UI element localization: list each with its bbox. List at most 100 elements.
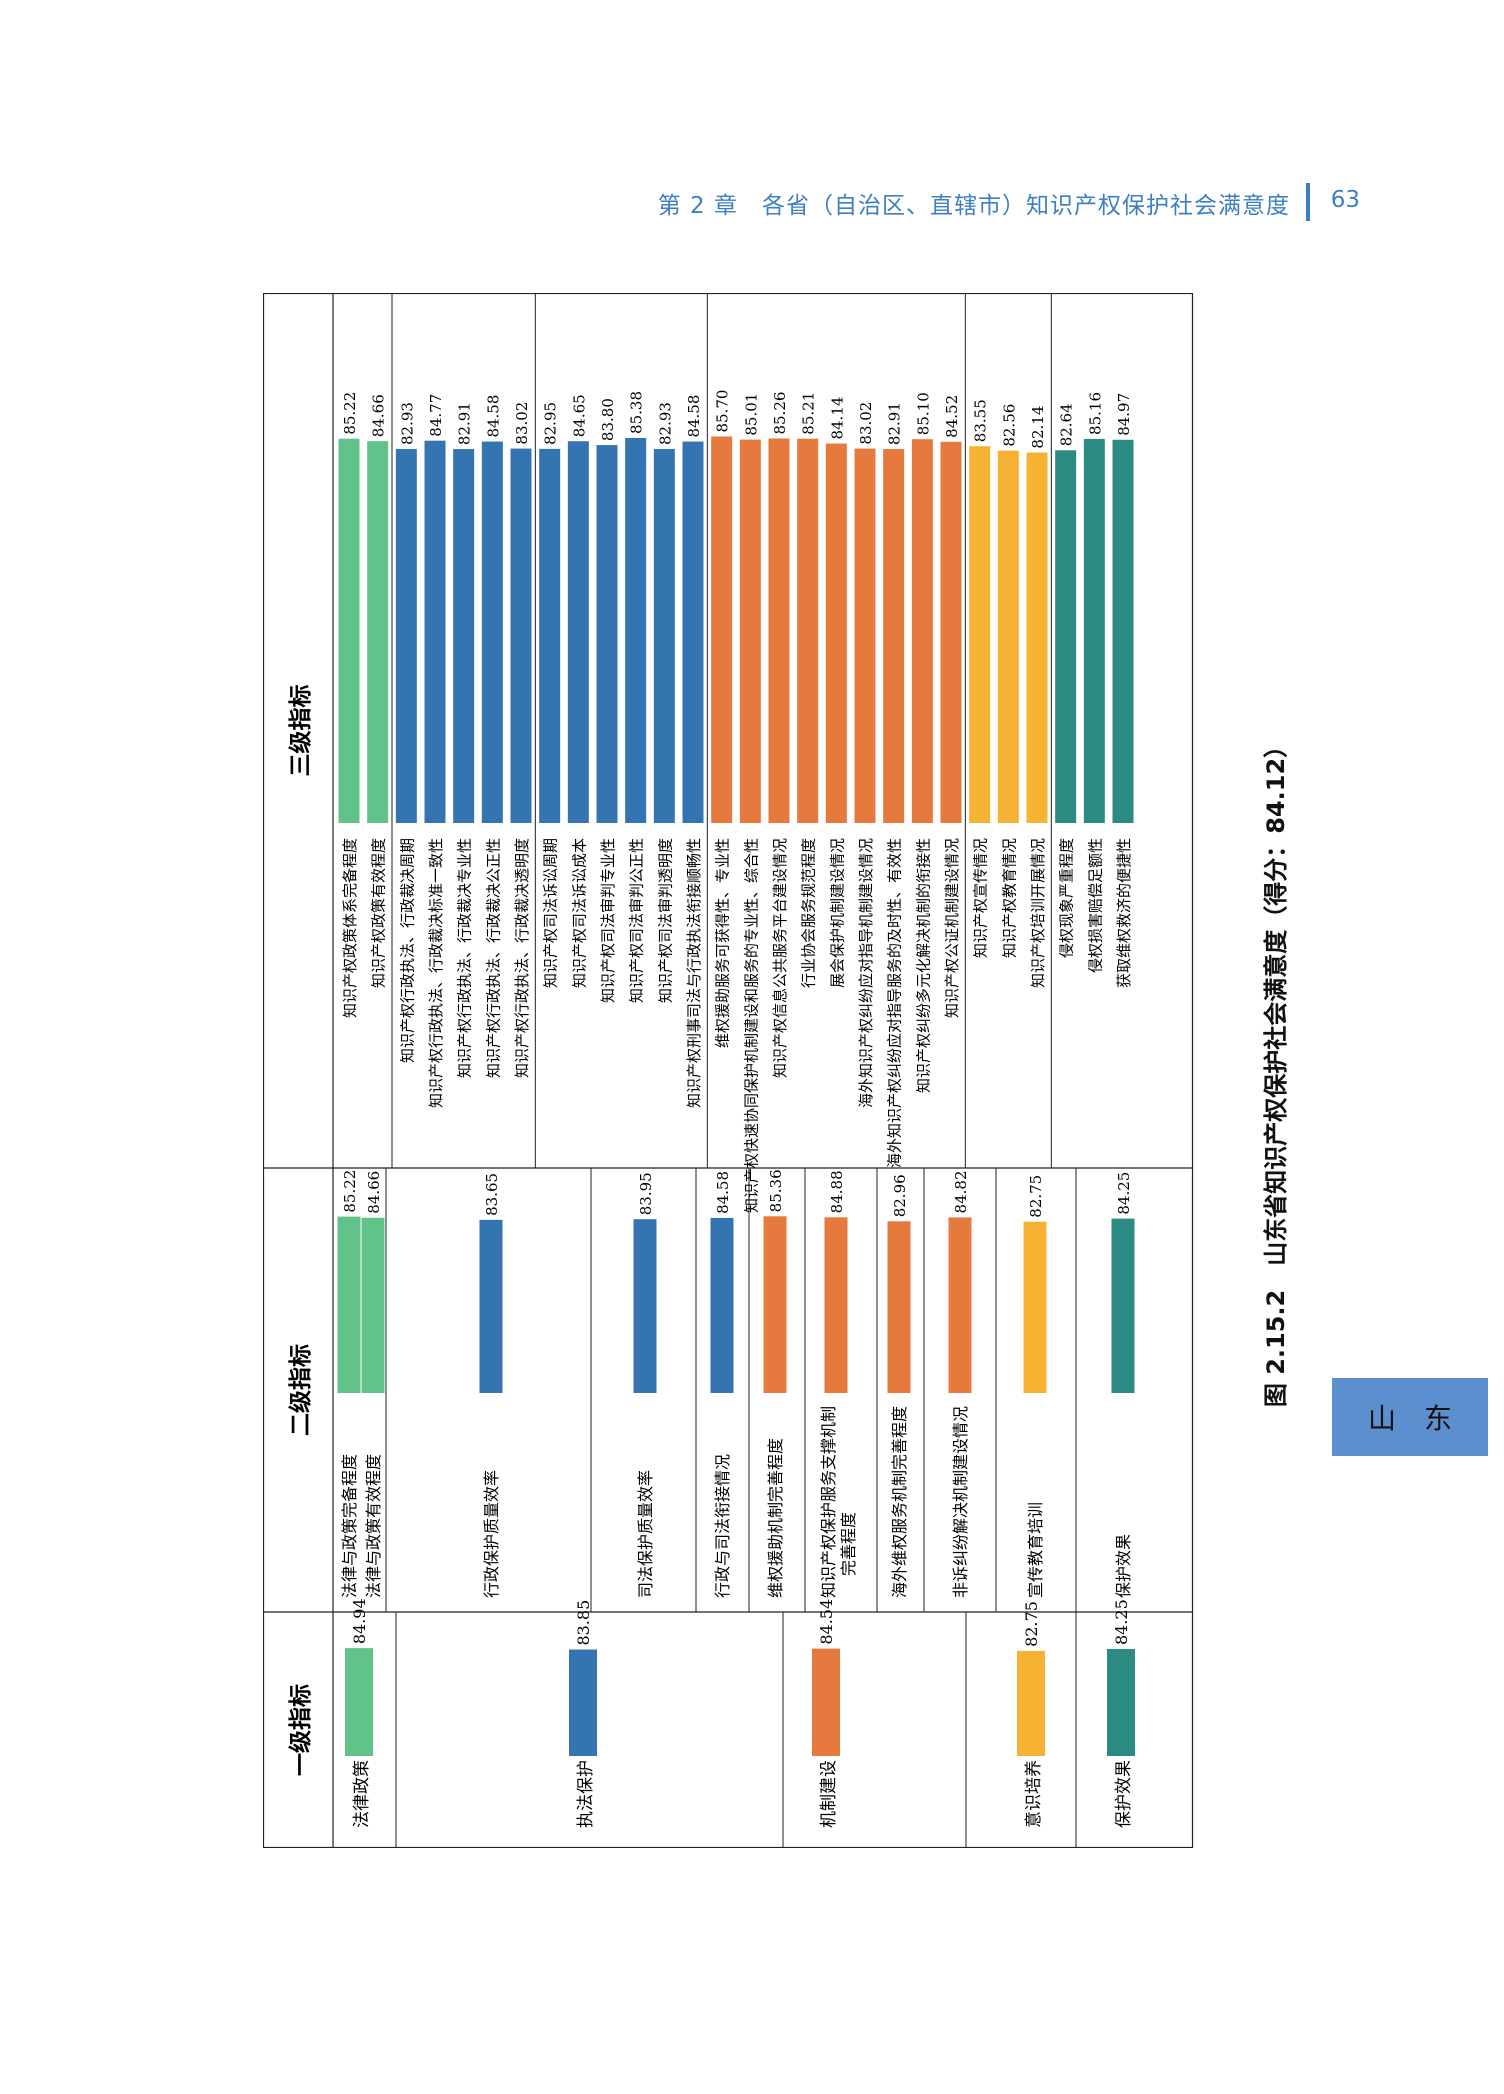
l3-value-16: 85.21 (800, 392, 818, 435)
l2-value-5: 85.36 (767, 1169, 785, 1212)
l3-value-23: 82.56 (1000, 404, 1018, 447)
l3-bar-23 (997, 450, 1019, 823)
l3-label-2: 知识产权行政执法、行政裁决周期 (398, 838, 416, 1063)
l2-label-9: 宣传教育培训 (1026, 1502, 1045, 1598)
l3-label-6: 知识产权行政执法、行政裁决透明度 (513, 838, 531, 1078)
l3-value-12: 84.58 (685, 395, 703, 438)
l2-bar-5 (763, 1216, 787, 1393)
l3-bar-8 (567, 441, 589, 823)
rotated-figure: 一级指标 二级指标 三级指标 法律政策 84.94 执法保护 83.85 机制建设 84.54 意… (262, 292, 1290, 1849)
l2-bar-9 (1023, 1221, 1047, 1393)
l3-bar-4 (453, 449, 475, 823)
l3-value-25: 82.64 (1058, 403, 1076, 446)
l3-bar-3 (424, 440, 446, 823)
l3-bar-6 (510, 448, 532, 823)
l3-value-11: 82.93 (656, 402, 674, 445)
l2-bar-4 (710, 1217, 734, 1393)
l2-value-9: 82.75 (1027, 1175, 1045, 1218)
l3-label-14: 知识产权快速协同保护机制建设和服务的专业性、综合性 (742, 838, 760, 1213)
l3-label-24: 知识产权培训开展情况 (1029, 838, 1047, 988)
l1-bar-0 (345, 1648, 373, 1756)
l3-value-18: 83.02 (857, 402, 875, 445)
l2-label-5: 维权援助机制完善程度 (766, 1438, 785, 1598)
l3-bar-15 (768, 438, 790, 823)
l3-label-5: 知识产权行政执法、行政裁决公正性 (484, 838, 502, 1078)
panel-title-0: 一级指标 (287, 1684, 314, 1776)
l3-bar-16 (797, 438, 819, 823)
l3-bar-25 (1055, 450, 1077, 823)
l2-label-1: 法律与政策有效程度 (364, 1454, 383, 1598)
l3-value-14: 85.01 (742, 393, 760, 436)
l2-value-4: 84.58 (714, 1171, 732, 1214)
l3-value-5: 84.58 (484, 395, 502, 438)
l3-bar-0 (338, 438, 360, 823)
l3-bar-24 (1026, 452, 1048, 823)
l3-value-7: 82.95 (542, 402, 560, 445)
l2-value-10: 84.25 (1115, 1172, 1133, 1215)
l2-bar-10 (1111, 1218, 1135, 1393)
l3-bar-2 (395, 448, 417, 823)
l3-value-6: 83.02 (513, 402, 531, 445)
l3-label-0: 知识产权政策体系完备程度 (341, 838, 359, 1018)
l3-bar-13 (711, 436, 733, 823)
chart-frame (262, 292, 1194, 1849)
l1-value-0: 84.94 (350, 1598, 369, 1644)
l2-bar-2 (479, 1219, 503, 1393)
l3-value-1: 84.66 (370, 394, 388, 437)
l3-label-10: 知识产权司法审判公正性 (628, 838, 646, 1003)
l3-bar-1 (367, 441, 389, 823)
l3-value-20: 85.10 (914, 392, 932, 435)
l3-value-27: 84.97 (1115, 393, 1133, 436)
l2-bar-0 (337, 1216, 361, 1393)
l3-value-19: 82.91 (886, 402, 904, 445)
l2-label-2: 行政保护质量效率 (482, 1470, 501, 1598)
l3-label-20: 知识产权纠纷多元化解决机制的衔接性 (914, 838, 932, 1093)
l3-value-10: 85.38 (628, 391, 646, 434)
l3-bar-11 (653, 448, 675, 823)
l1-bar-2 (812, 1648, 840, 1756)
l1-value-3: 82.75 (1022, 1601, 1041, 1647)
l3-bar-26 (1083, 438, 1105, 823)
l1-bar-4 (1107, 1649, 1135, 1756)
l3-label-18: 海外知识产权纠纷应对指导机制建设情况 (857, 838, 875, 1108)
l3-bar-17 (825, 443, 847, 823)
l2-bar-8 (948, 1217, 972, 1393)
l3-label-17: 展会保护机制建设情况 (828, 838, 846, 988)
l3-label-15: 知识产权信息公共服务平台建设情况 (771, 838, 789, 1078)
l3-value-15: 85.26 (771, 392, 789, 435)
l2-bar-7 (887, 1221, 911, 1393)
l1-label-0: 法律政策 (352, 1760, 372, 1828)
l3-bar-10 (625, 437, 647, 823)
l3-bar-12 (682, 441, 704, 823)
l3-bar-5 (481, 441, 503, 823)
l3-bar-9 (596, 445, 618, 823)
l2-label-7: 海外维权服务机制完善程度 (890, 1406, 909, 1598)
l3-value-3: 84.77 (427, 394, 445, 437)
l2-label-6: 知识产权保护服务支撑机制 (819, 1406, 838, 1598)
l2-value-2: 83.65 (483, 1173, 501, 1216)
l3-value-2: 82.93 (398, 402, 416, 445)
l1-bar-1 (569, 1649, 597, 1756)
l1-label-4: 保护效果 (1114, 1760, 1134, 1828)
l3-bar-14 (739, 439, 761, 823)
l2-value-7: 82.96 (891, 1174, 909, 1217)
l3-value-9: 83.80 (599, 398, 617, 441)
l2-bar-3 (633, 1219, 657, 1393)
l1-value-1: 83.85 (574, 1600, 593, 1646)
panel-title-2: 三级指标 (287, 685, 314, 777)
l3-value-17: 84.14 (828, 397, 846, 440)
l3-label-26: 侵权损害赔偿足额性 (1086, 838, 1104, 973)
l3-label-21: 知识产权公证机制建设情况 (943, 838, 961, 1018)
l1-value-4: 84.25 (1112, 1599, 1131, 1645)
l2-bar-6 (824, 1217, 848, 1393)
l1-value-2: 84.54 (817, 1599, 836, 1645)
l3-value-13: 85.70 (714, 390, 732, 433)
l3-label-22: 知识产权宣传情况 (972, 838, 990, 958)
l3-label-16: 行业协会服务规范程度 (800, 838, 818, 988)
l3-label-8: 知识产权司法诉讼成本 (570, 838, 588, 988)
l2-label-8: 非诉纠纷解决机制建设情况 (951, 1406, 970, 1598)
l1-bar-3 (1017, 1650, 1045, 1756)
panel-title-1: 二级指标 (287, 1344, 314, 1436)
province-tab: 山东 (1332, 1378, 1488, 1456)
